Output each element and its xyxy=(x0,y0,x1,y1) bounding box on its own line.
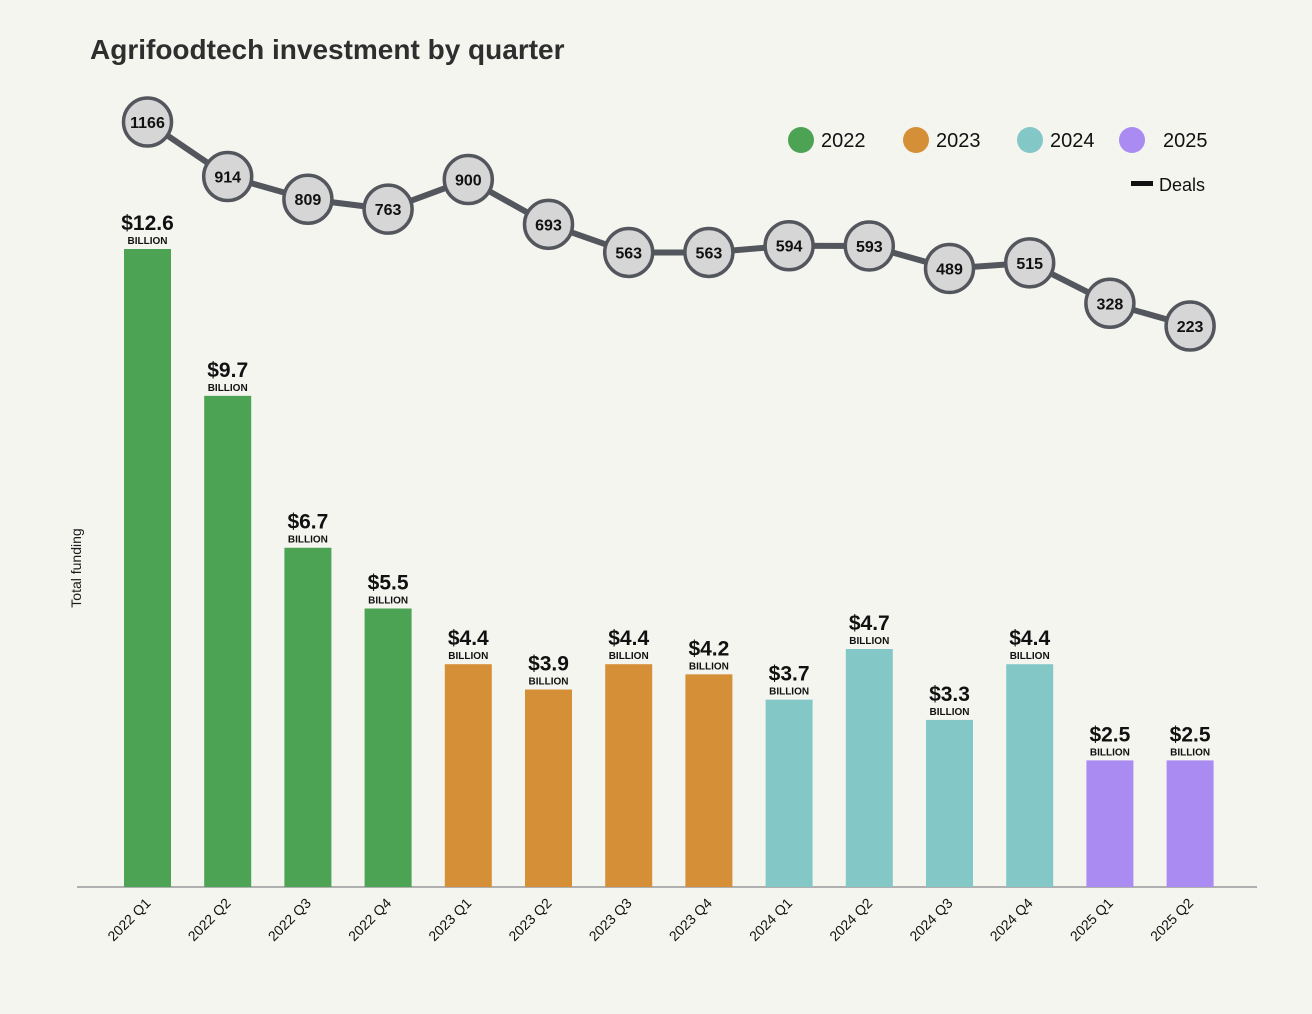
bar-unit-label: BILLION xyxy=(128,236,168,247)
deal-value-label: 594 xyxy=(776,239,803,256)
bar-value-label: $4.4 xyxy=(448,627,489,650)
legend-swatch-2023 xyxy=(903,127,929,153)
deal-marker xyxy=(362,183,414,235)
deal-value-label: 809 xyxy=(295,192,322,209)
bar-unit-label: BILLION xyxy=(609,651,649,662)
chart-title: Agrifoodtech investment by quarter xyxy=(90,34,565,65)
bar-value-label: $2.5 xyxy=(1170,723,1211,746)
bar-2024-Q1 xyxy=(765,699,813,887)
bar-2022-Q4 xyxy=(364,608,412,887)
x-tick-label: 2024 Q2 xyxy=(826,895,875,944)
deal-value-label: 693 xyxy=(535,217,562,234)
deal-value-label: 563 xyxy=(615,245,642,262)
bar-value-label: $3.9 xyxy=(528,653,569,676)
legend-label-2024: 2024 xyxy=(1050,130,1095,152)
deal-value-label: 763 xyxy=(375,202,402,219)
deal-value-label: 223 xyxy=(1177,319,1204,336)
x-tick-label: 2023 Q2 xyxy=(505,895,554,944)
x-tick-label: 2023 Q4 xyxy=(666,895,715,944)
x-tick-label: 2022 Q4 xyxy=(345,895,394,944)
bar-unit-label: BILLION xyxy=(448,651,488,662)
x-tick-label: 2022 Q2 xyxy=(185,895,234,944)
bar-unit-label: BILLION xyxy=(368,596,408,607)
deal-marker xyxy=(923,242,976,295)
bar-2023-Q4 xyxy=(685,674,733,887)
bar-value-label: $12.6 xyxy=(121,212,174,235)
deal-marker xyxy=(763,219,815,272)
x-tick-label: 2025 Q2 xyxy=(1147,895,1196,944)
bar-value-label: $4.4 xyxy=(608,627,649,650)
bar-value-label: $4.2 xyxy=(688,637,729,660)
bar-value-label: $3.7 xyxy=(769,663,810,686)
deal-marker xyxy=(602,226,655,279)
bar-unit-label: BILLION xyxy=(208,383,248,394)
deal-value-label: 1166 xyxy=(130,115,165,132)
deal-value-label: 515 xyxy=(1016,256,1043,273)
bar-value-label: $2.5 xyxy=(1089,723,1130,746)
bar-2023-Q1 xyxy=(444,664,492,887)
deal-marker xyxy=(683,226,735,279)
x-tick-label: 2022 Q1 xyxy=(104,895,153,944)
bar-unit-label: BILLION xyxy=(1090,747,1130,758)
deal-marker xyxy=(1084,277,1136,330)
bar-value-label: $9.7 xyxy=(207,359,248,382)
legend-swatch-2025 xyxy=(1119,127,1145,153)
deal-marker xyxy=(522,198,575,251)
deal-marker xyxy=(843,220,896,272)
x-tick-label: 2023 Q1 xyxy=(425,895,474,944)
bar-2025-Q2 xyxy=(1166,760,1214,887)
deal-marker xyxy=(201,150,254,203)
bar-2022-Q2 xyxy=(204,395,252,887)
bar-2022-Q1 xyxy=(124,249,171,887)
bar-unit-label: BILLION xyxy=(288,535,328,546)
deal-marker xyxy=(282,173,334,225)
bar-unit-label: BILLION xyxy=(1010,651,1050,662)
legend-label-deals: Deals xyxy=(1159,175,1205,195)
x-tick-label: 2022 Q3 xyxy=(265,895,314,944)
deal-marker xyxy=(1164,300,1216,352)
bar-unit-label: BILLION xyxy=(769,687,809,698)
bar-unit-label: BILLION xyxy=(849,636,889,647)
deal-marker xyxy=(121,96,174,148)
legend-label-2022: 2022 xyxy=(821,130,866,152)
bar-unit-label: BILLION xyxy=(689,661,729,672)
deal-value-label: 593 xyxy=(856,239,883,256)
bar-2023-Q3 xyxy=(605,664,653,887)
bar-2024-Q4 xyxy=(1006,664,1054,887)
bar-2022-Q3 xyxy=(284,547,332,887)
x-tick-label: 2025 Q1 xyxy=(1067,895,1116,944)
bar-value-label: $4.7 xyxy=(849,612,890,635)
x-tick-label: 2024 Q3 xyxy=(906,895,955,944)
bar-value-label: $4.4 xyxy=(1009,627,1050,650)
bar-2023-Q2 xyxy=(525,689,572,887)
bar-2025-Q1 xyxy=(1086,760,1134,887)
bar-unit-label: BILLION xyxy=(930,707,970,718)
legend-swatch-2022 xyxy=(788,127,814,153)
x-tick-label: 2024 Q4 xyxy=(987,895,1036,944)
bar-value-label: $5.5 xyxy=(368,572,409,595)
deal-value-label: 328 xyxy=(1097,296,1124,313)
deal-marker xyxy=(442,153,495,206)
bar-value-label: $3.3 xyxy=(929,683,970,706)
deal-value-label: 489 xyxy=(936,261,963,278)
bar-value-label: $6.7 xyxy=(287,511,328,534)
deal-value-label: 900 xyxy=(455,173,482,190)
x-tick-label: 2024 Q1 xyxy=(746,895,795,944)
deal-value-label: 914 xyxy=(214,170,241,187)
legend-line-swatch xyxy=(1131,181,1153,186)
bar-unit-label: BILLION xyxy=(529,677,569,688)
bar-2024-Q2 xyxy=(845,649,893,887)
deal-value-label: 563 xyxy=(696,245,723,262)
legend-label-2023: 2023 xyxy=(936,130,981,152)
legend-label-2025: 2025 xyxy=(1163,130,1208,152)
bar-2024-Q3 xyxy=(926,719,973,887)
legend-swatch-2024 xyxy=(1017,127,1043,153)
bar-unit-label: BILLION xyxy=(1170,747,1210,758)
deal-marker xyxy=(1003,237,1056,289)
x-tick-label: 2023 Q3 xyxy=(586,895,635,944)
